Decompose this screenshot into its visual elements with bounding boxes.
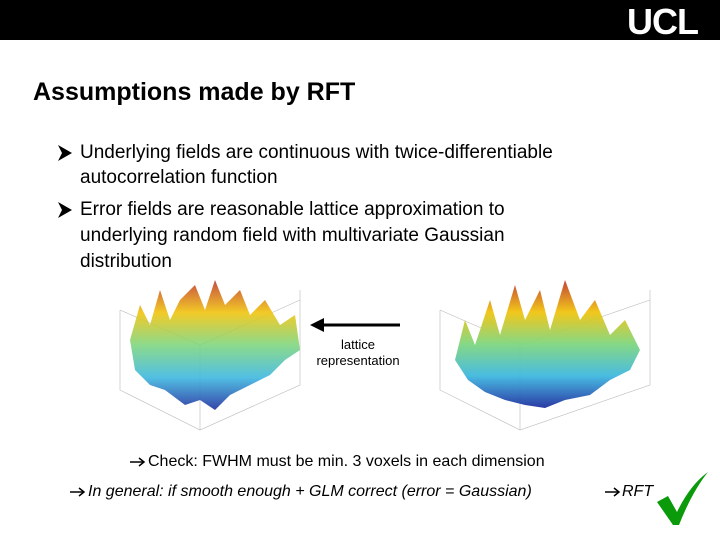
- result-text: RFT: [622, 483, 654, 500]
- top-bar: UCL: [0, 0, 720, 42]
- bullet-marker: [58, 202, 72, 218]
- checkmark: [657, 472, 708, 525]
- check-text: Check: FWHM must be min. 3 voxels in eac…: [148, 453, 545, 470]
- logo: UCL: [627, 1, 699, 42]
- arrow-label: lattice: [341, 337, 375, 352]
- surface: [455, 280, 640, 408]
- slide-title: Assumptions made by RFT: [33, 78, 356, 106]
- bullet-line: distribution: [80, 251, 172, 272]
- bullet-line: autocorrelation function: [80, 167, 278, 188]
- bullet-line: Underlying fields are continuous with tw…: [80, 142, 553, 163]
- arrow-icon: [70, 457, 621, 497]
- bullet-line: Error fields are reasonable lattice appr…: [80, 199, 505, 220]
- surface: [130, 280, 300, 410]
- bullet-line: underlying random field with multivariat…: [80, 225, 505, 246]
- bullet-marker: [58, 145, 72, 161]
- arrow-label: representation: [316, 353, 400, 368]
- arrow-head: [310, 318, 324, 332]
- general-text: In general: if smooth enough + GLM corre…: [88, 483, 532, 500]
